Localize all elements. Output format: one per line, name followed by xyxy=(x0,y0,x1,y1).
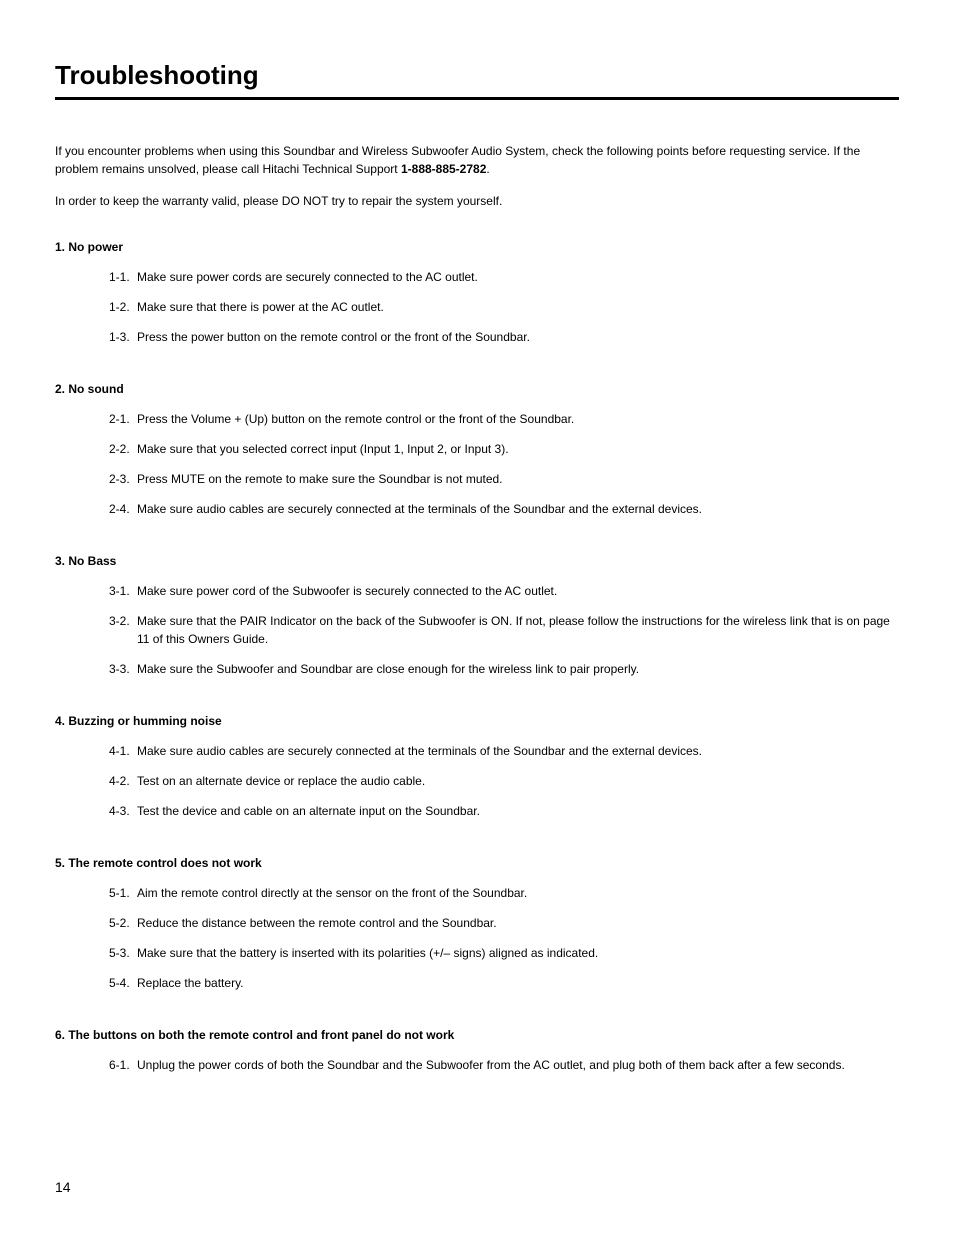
step-number: 2-3. xyxy=(109,470,137,488)
step-number: 4-3. xyxy=(109,802,137,820)
step-item: 1-3.Press the power button on the remote… xyxy=(109,328,899,346)
step-number: 1-1. xyxy=(109,268,137,286)
section-heading: 6. The buttons on both the remote contro… xyxy=(55,1028,899,1042)
intro-paragraph: If you encounter problems when using thi… xyxy=(55,142,899,178)
step-item: 2-3.Press MUTE on the remote to make sur… xyxy=(109,470,899,488)
step-text: Make sure that the PAIR Indicator on the… xyxy=(137,612,899,648)
step-item: 5-1.Aim the remote control directly at t… xyxy=(109,884,899,902)
step-item: 5-2.Reduce the distance between the remo… xyxy=(109,914,899,932)
step-item: 1-1.Make sure power cords are securely c… xyxy=(109,268,899,286)
step-number: 5-3. xyxy=(109,944,137,962)
step-item: 5-4.Replace the battery. xyxy=(109,974,899,992)
section-heading: 4. Buzzing or humming noise xyxy=(55,714,899,728)
step-text: Test on an alternate device or replace t… xyxy=(137,772,899,790)
step-item: 4-2.Test on an alternate device or repla… xyxy=(109,772,899,790)
troubleshoot-section: 1. No power 1-1.Make sure power cords are… xyxy=(55,240,899,346)
step-number: 2-1. xyxy=(109,410,137,428)
step-number: 1-3. xyxy=(109,328,137,346)
step-text: Press the power button on the remote con… xyxy=(137,328,899,346)
support-phone: 1-888-885-2782 xyxy=(401,162,486,176)
step-text: Unplug the power cords of both the Sound… xyxy=(137,1056,899,1074)
step-text: Make sure the Subwoofer and Soundbar are… xyxy=(137,660,899,678)
step-text: Make sure audio cables are securely conn… xyxy=(137,742,899,760)
section-heading: 3. No Bass xyxy=(55,554,899,568)
troubleshoot-section: 6. The buttons on both the remote contro… xyxy=(55,1028,899,1074)
step-number: 4-2. xyxy=(109,772,137,790)
warranty-note: In order to keep the warranty valid, ple… xyxy=(55,192,899,210)
step-text: Make sure power cords are securely conne… xyxy=(137,268,899,286)
intro-period: . xyxy=(486,162,489,176)
step-text: Reduce the distance between the remote c… xyxy=(137,914,899,932)
section-heading: 2. No sound xyxy=(55,382,899,396)
step-item: 6-1.Unplug the power cords of both the S… xyxy=(109,1056,899,1074)
step-text: Press the Volume + (Up) button on the re… xyxy=(137,410,899,428)
troubleshoot-section: 2. No sound 2-1.Press the Volume + (Up) b… xyxy=(55,382,899,518)
step-number: 2-2. xyxy=(109,440,137,458)
step-item: 2-4.Make sure audio cables are securely … xyxy=(109,500,899,518)
step-number: 5-1. xyxy=(109,884,137,902)
step-number: 3-3. xyxy=(109,660,137,678)
step-text: Press MUTE on the remote to make sure th… xyxy=(137,470,899,488)
step-number: 3-1. xyxy=(109,582,137,600)
step-text: Make sure that you selected correct inpu… xyxy=(137,440,899,458)
step-item: 2-1.Press the Volume + (Up) button on th… xyxy=(109,410,899,428)
page-title: Troubleshooting xyxy=(55,60,899,100)
page-number: 14 xyxy=(55,1179,71,1195)
step-number: 5-4. xyxy=(109,974,137,992)
step-item: 4-1.Make sure audio cables are securely … xyxy=(109,742,899,760)
step-number: 3-2. xyxy=(109,612,137,648)
step-text: Make sure that the battery is inserted w… xyxy=(137,944,899,962)
step-text: Make sure audio cables are securely conn… xyxy=(137,500,899,518)
troubleshoot-section: 4. Buzzing or humming noise 4-1.Make sure… xyxy=(55,714,899,820)
step-item: 1-2.Make sure that there is power at the… xyxy=(109,298,899,316)
step-text: Make sure power cord of the Subwoofer is… xyxy=(137,582,899,600)
step-text: Aim the remote control directly at the s… xyxy=(137,884,899,902)
step-text: Replace the battery. xyxy=(137,974,899,992)
step-number: 1-2. xyxy=(109,298,137,316)
step-number: 6-1. xyxy=(109,1056,137,1074)
step-number: 4-1. xyxy=(109,742,137,760)
troubleshoot-section: 3. No Bass 3-1.Make sure power cord of th… xyxy=(55,554,899,678)
step-text: Test the device and cable on an alternat… xyxy=(137,802,899,820)
section-heading: 1. No power xyxy=(55,240,899,254)
step-item: 3-3.Make sure the Subwoofer and Soundbar… xyxy=(109,660,899,678)
step-text: Make sure that there is power at the AC … xyxy=(137,298,899,316)
step-item: 2-2.Make sure that you selected correct … xyxy=(109,440,899,458)
step-item: 3-1.Make sure power cord of the Subwoofe… xyxy=(109,582,899,600)
step-item: 4-3.Test the device and cable on an alte… xyxy=(109,802,899,820)
step-number: 5-2. xyxy=(109,914,137,932)
troubleshoot-section: 5. The remote control does not work 5-1.A… xyxy=(55,856,899,992)
step-number: 2-4. xyxy=(109,500,137,518)
section-heading: 5. The remote control does not work xyxy=(55,856,899,870)
step-item: 3-2.Make sure that the PAIR Indicator on… xyxy=(109,612,899,648)
step-item: 5-3.Make sure that the battery is insert… xyxy=(109,944,899,962)
